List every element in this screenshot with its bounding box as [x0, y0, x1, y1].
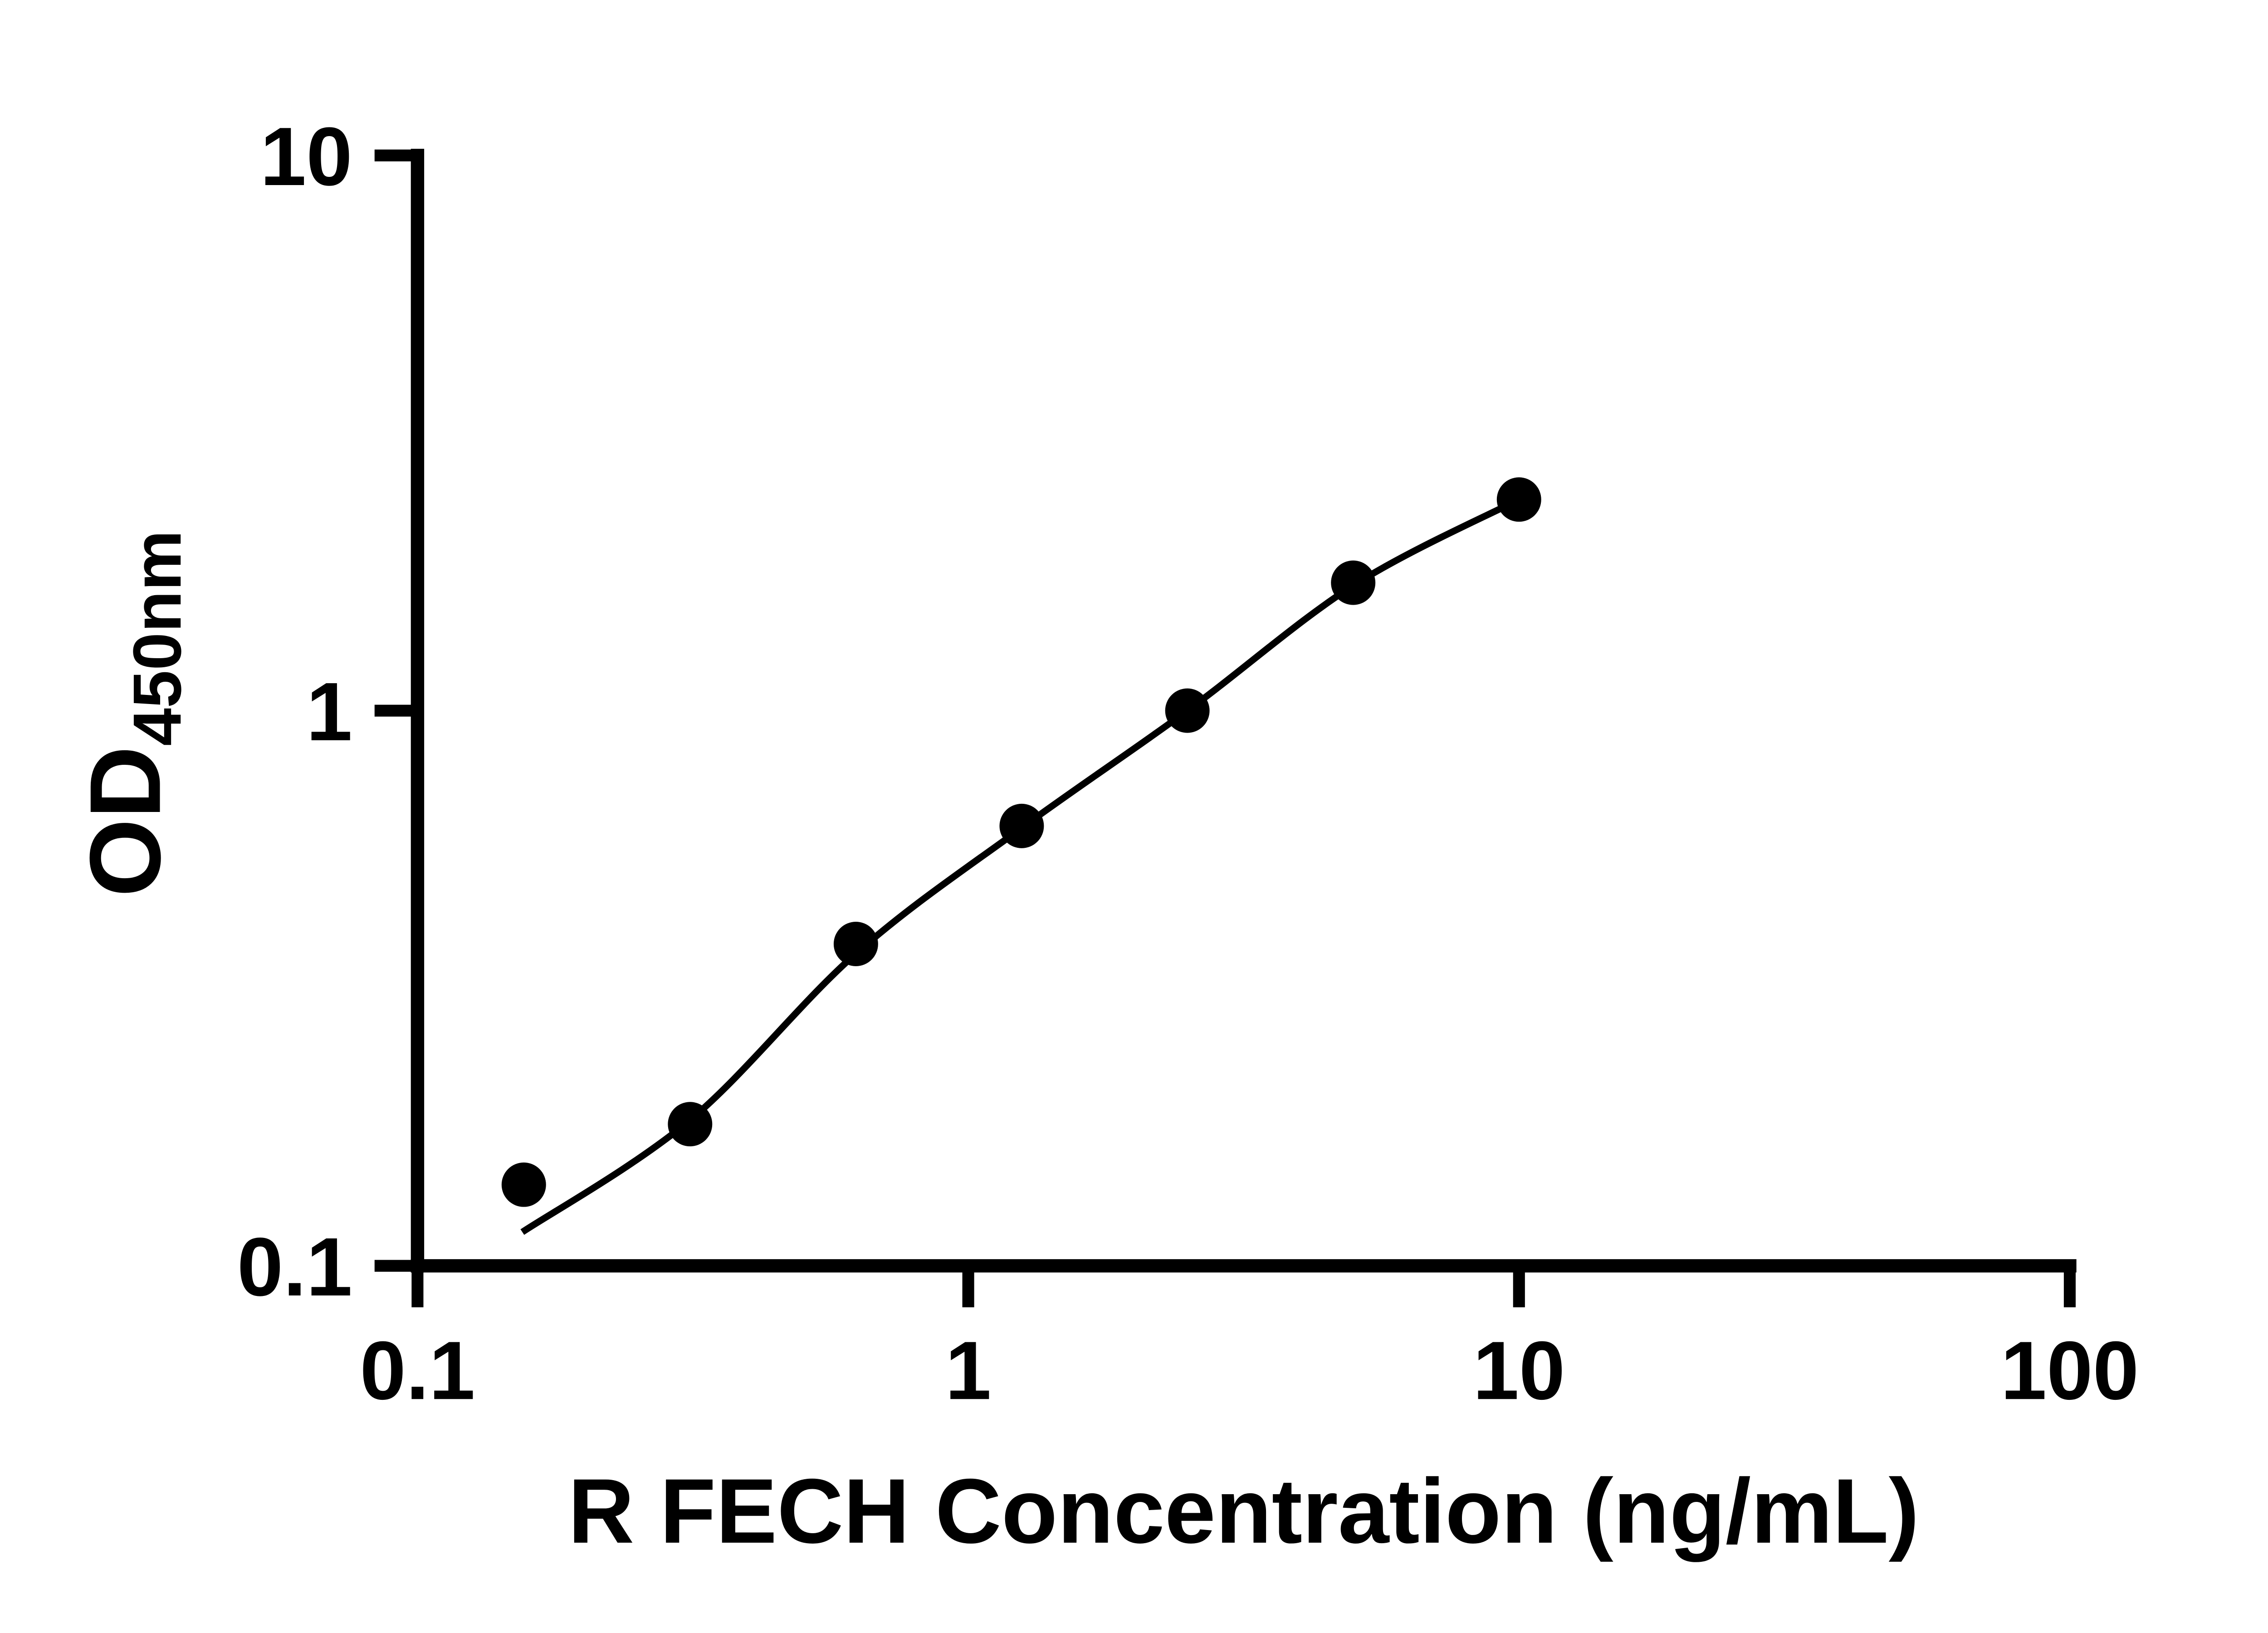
- y-tick-label: 1: [306, 665, 352, 758]
- data-point: [501, 1162, 546, 1207]
- y-axis-title-main: OD: [69, 746, 181, 897]
- x-tick-label: 1: [945, 1324, 992, 1417]
- x-axis-title: R FECH Concentration (ng/mL): [568, 1460, 1919, 1562]
- data-point: [833, 922, 878, 966]
- y-tick-marks: [374, 149, 418, 1272]
- y-tick-label: 10: [260, 110, 352, 203]
- y-tick-labels: 10 1 0.1: [237, 110, 352, 1313]
- y-tick-label: 0.1: [237, 1221, 352, 1313]
- y-axis-title: OD450nm: [69, 530, 195, 897]
- data-point: [1165, 688, 1210, 733]
- x-tick-label: 0.1: [360, 1324, 475, 1417]
- data-point: [668, 1102, 713, 1147]
- data-points-layer: [501, 477, 1541, 1207]
- data-point: [999, 803, 1044, 848]
- x-tick-label: 100: [2000, 1324, 2139, 1417]
- x-tick-labels: 0.1 1 10 100: [360, 1324, 2139, 1417]
- x-tick-marks: [411, 1266, 2076, 1307]
- data-point: [1496, 477, 1541, 522]
- axes: [411, 149, 2077, 1273]
- data-point: [1331, 560, 1376, 605]
- x-tick-label: 10: [1473, 1324, 1565, 1417]
- y-axis-title-subscript: 450nm: [119, 530, 195, 746]
